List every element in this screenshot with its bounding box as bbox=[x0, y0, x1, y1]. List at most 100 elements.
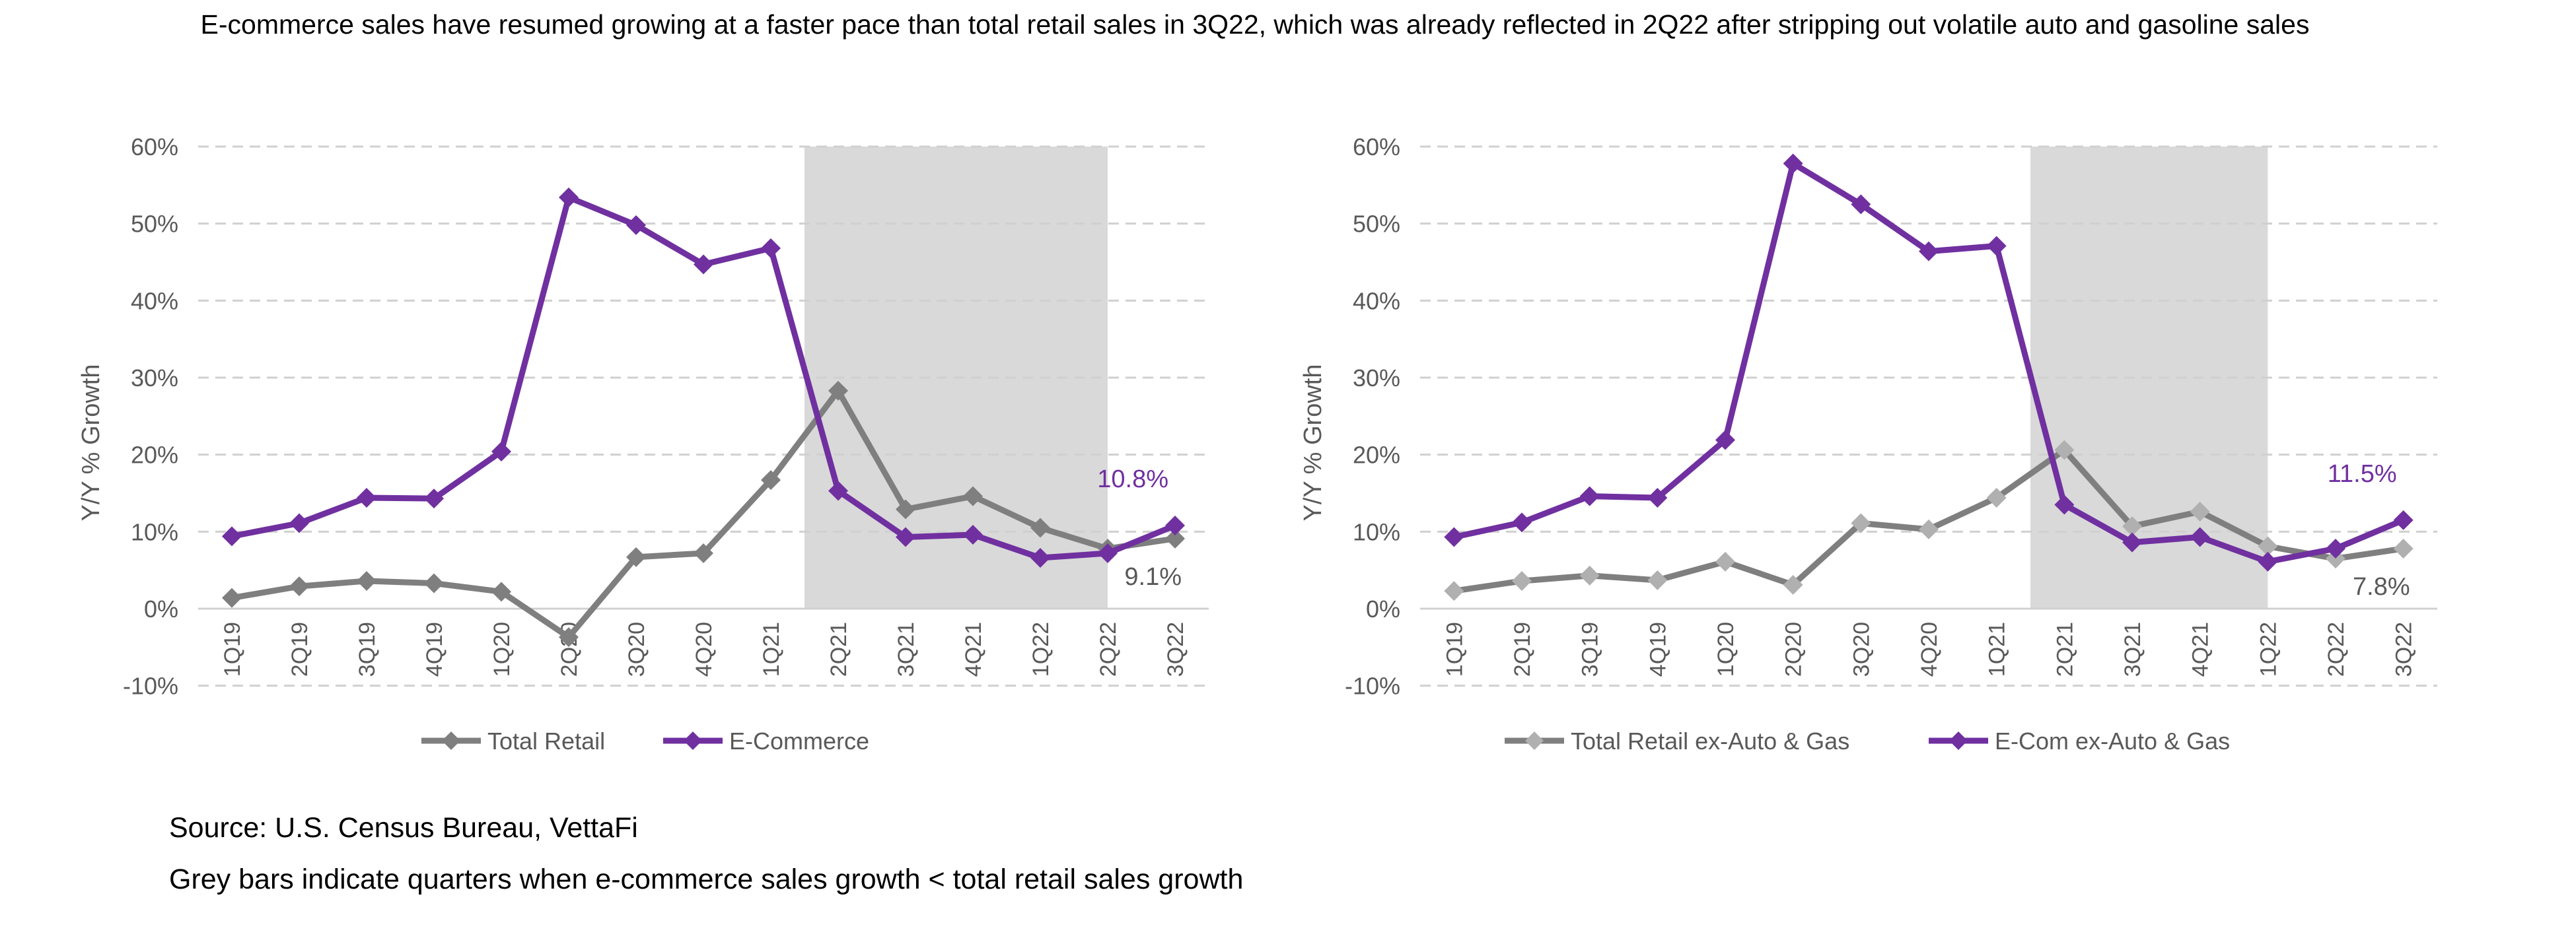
x-tick-label: 1Q20 bbox=[489, 622, 515, 677]
x-tick-label: 4Q20 bbox=[1917, 622, 1942, 677]
data-point-marker bbox=[1579, 565, 1600, 586]
data-point-marker bbox=[1919, 519, 1939, 539]
data-point-marker bbox=[963, 525, 983, 545]
data-point-marker bbox=[1715, 430, 1735, 450]
data-point-marker bbox=[1165, 528, 1185, 549]
x-tick-label: 4Q21 bbox=[2188, 622, 2213, 677]
data-point-marker bbox=[2054, 440, 2075, 460]
x-tick-label: 3Q20 bbox=[1849, 622, 1874, 677]
data-point-marker bbox=[289, 513, 309, 533]
legend-marker bbox=[1525, 731, 1544, 750]
y-tick-label: 50% bbox=[1353, 211, 1400, 238]
legend-marker bbox=[684, 731, 702, 750]
x-tick-label: 1Q22 bbox=[1028, 622, 1054, 677]
total-value-label: 9.1% bbox=[1124, 563, 1182, 591]
data-point-marker bbox=[1512, 571, 1532, 591]
data-point-marker bbox=[1783, 153, 1803, 174]
data-point-marker bbox=[2122, 516, 2142, 537]
data-point-marker bbox=[1165, 516, 1185, 535]
data-point-marker bbox=[1851, 194, 1871, 215]
data-point-marker bbox=[2122, 532, 2142, 553]
y-tick-label: 30% bbox=[131, 364, 178, 391]
legend-label: E-Commerce bbox=[729, 728, 869, 755]
source-note: Source: U.S. Census Bureau, VettaFi bbox=[169, 812, 638, 844]
data-point-marker bbox=[491, 442, 511, 461]
data-point-marker bbox=[289, 576, 309, 597]
legend-label: E-Com ex-Auto & Gas bbox=[1995, 728, 2230, 755]
x-tick-label: 1Q21 bbox=[1985, 622, 2010, 677]
data-point-marker bbox=[424, 489, 444, 509]
data-point-marker bbox=[1986, 488, 2007, 508]
y-tick-label: 40% bbox=[1353, 287, 1400, 314]
x-tick-label: 4Q19 bbox=[422, 622, 447, 677]
data-point-marker bbox=[1919, 241, 1939, 261]
data-point-marker bbox=[1444, 581, 1464, 601]
data-point-marker bbox=[2326, 539, 2345, 559]
data-point-marker bbox=[2258, 551, 2278, 572]
data-point-marker bbox=[1098, 543, 1118, 563]
x-tick-label: 2Q19 bbox=[287, 622, 312, 677]
data-point-marker bbox=[896, 527, 915, 547]
y-tick-label: 10% bbox=[131, 518, 178, 545]
data-point-marker bbox=[222, 588, 242, 608]
data-point-marker bbox=[222, 526, 242, 547]
data-point-marker bbox=[2326, 549, 2345, 569]
data-point-marker bbox=[1647, 488, 1668, 508]
x-tick-label: 3Q19 bbox=[1578, 622, 1603, 677]
y-tick-label: 30% bbox=[1353, 364, 1400, 391]
y-tick-label: 60% bbox=[131, 133, 178, 160]
x-tick-label: 3Q19 bbox=[355, 622, 380, 677]
y-tick-label: -10% bbox=[123, 673, 178, 700]
data-point-marker bbox=[1579, 486, 1600, 506]
y-tick-label: -10% bbox=[1345, 673, 1400, 700]
data-point-marker bbox=[357, 571, 376, 591]
data-point-marker bbox=[896, 499, 915, 520]
y-tick-label: 20% bbox=[131, 442, 178, 469]
legend-marker bbox=[1949, 731, 1968, 750]
x-tick-label: 4Q21 bbox=[961, 622, 986, 677]
data-point-marker bbox=[1715, 551, 1735, 572]
data-point-marker bbox=[828, 380, 848, 401]
data-point-marker bbox=[1512, 512, 1532, 533]
x-tick-label: 1Q19 bbox=[220, 622, 245, 677]
data-point-marker bbox=[1783, 574, 1803, 595]
x-tick-label: 3Q22 bbox=[2392, 622, 2417, 677]
data-point-marker bbox=[828, 481, 848, 501]
x-tick-label: 1Q20 bbox=[1713, 622, 1738, 677]
legend-marker bbox=[442, 731, 460, 750]
x-tick-label: 4Q20 bbox=[692, 622, 717, 677]
ecom-value-label: 10.8% bbox=[1097, 465, 1168, 493]
x-tick-label: 2Q21 bbox=[2052, 622, 2077, 677]
total-value-label: 7.8% bbox=[2353, 573, 2410, 601]
y-axis-title: Y/Y % Growth bbox=[1299, 364, 1327, 522]
data-point-marker bbox=[2258, 536, 2278, 557]
legend-label: Total Retail ex-Auto & Gas bbox=[1571, 728, 1849, 755]
x-tick-label: 2Q22 bbox=[1096, 622, 1121, 677]
y-tick-label: 40% bbox=[131, 287, 178, 314]
data-point-marker bbox=[491, 582, 511, 602]
data-point-marker bbox=[963, 486, 983, 506]
data-point-marker bbox=[761, 238, 781, 258]
x-tick-label: 2Q19 bbox=[1510, 622, 1535, 677]
legend-label: Total Retail bbox=[487, 728, 605, 755]
y-axis-title: Y/Y % Growth bbox=[77, 364, 105, 522]
x-tick-label: 4Q19 bbox=[1645, 622, 1670, 677]
x-tick-label: 3Q21 bbox=[894, 622, 919, 677]
data-point-marker bbox=[626, 547, 646, 567]
data-point-marker bbox=[694, 254, 713, 275]
data-point-marker bbox=[559, 187, 579, 207]
x-tick-label: 3Q21 bbox=[2120, 622, 2145, 677]
data-point-marker bbox=[1030, 518, 1050, 538]
x-tick-label: 3Q22 bbox=[1163, 622, 1188, 677]
chart-title: E-commerce sales have resumed growing at… bbox=[200, 9, 2310, 40]
x-tick-label: 2Q22 bbox=[2324, 622, 2349, 677]
data-point-marker bbox=[1986, 236, 2007, 256]
data-point-marker bbox=[1647, 570, 1668, 590]
y-tick-label: 10% bbox=[1353, 518, 1400, 545]
y-tick-label: 50% bbox=[131, 211, 178, 238]
x-tick-label: 1Q19 bbox=[1442, 622, 1467, 677]
data-point-marker bbox=[424, 573, 444, 594]
y-tick-label: 20% bbox=[1353, 442, 1400, 469]
y-tick-label: 60% bbox=[1353, 133, 1400, 160]
x-tick-label: 1Q21 bbox=[759, 622, 784, 677]
